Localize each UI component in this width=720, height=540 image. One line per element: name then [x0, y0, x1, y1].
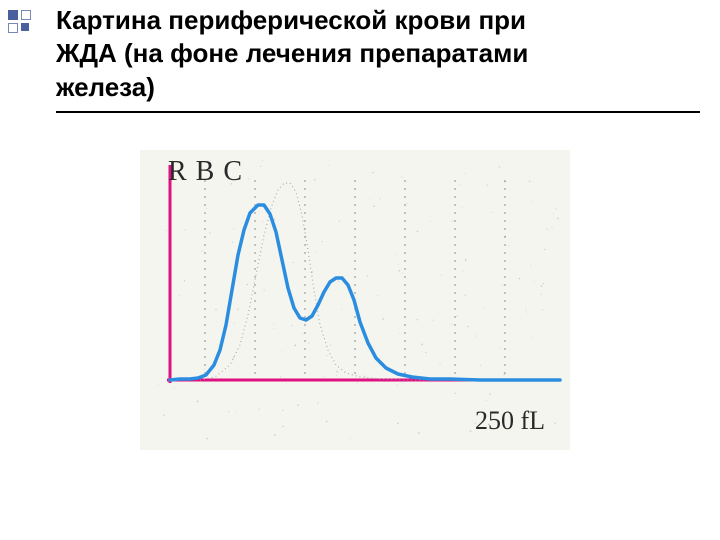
title-line-3: железа) [56, 71, 700, 104]
marker-square [8, 23, 18, 33]
chart-svg [140, 150, 570, 450]
title-line-1: Картина периферической крови при [56, 4, 700, 37]
chart-y-label: R B C [168, 156, 243, 188]
rbc-histogram: R B C 250 fL [140, 150, 570, 450]
marker-square [8, 10, 18, 20]
title-underline [56, 111, 700, 113]
marker-square [21, 23, 29, 31]
marker-square [21, 10, 31, 20]
title-line-2: ЖДА (на фоне лечения препаратами [56, 37, 700, 70]
slide-marker [8, 10, 36, 38]
slide-title: Картина периферической крови при ЖДА (на… [56, 4, 700, 104]
chart-x-caption: 250 fL [475, 406, 545, 436]
